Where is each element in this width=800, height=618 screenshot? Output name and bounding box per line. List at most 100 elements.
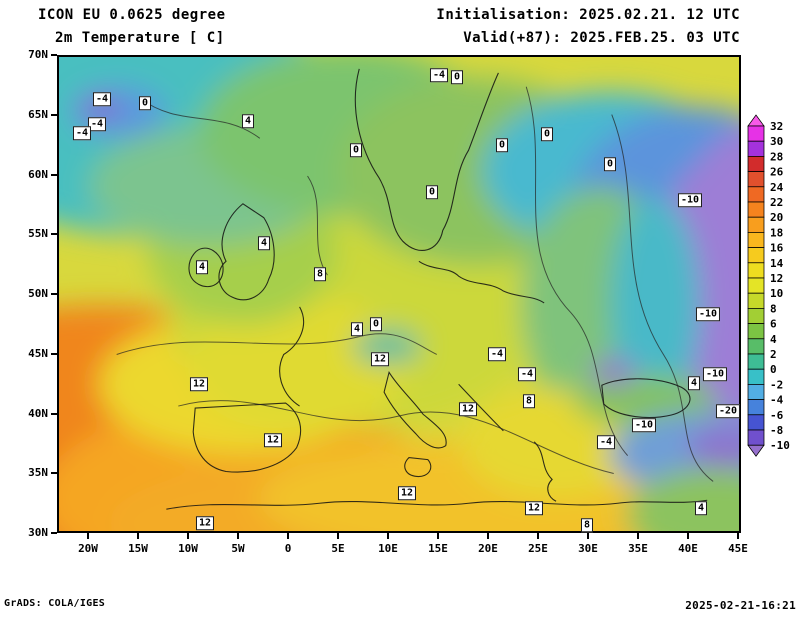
contour-label: 8: [580, 518, 594, 532]
contour-label: 4: [195, 260, 209, 274]
temperature-field-map: [59, 57, 739, 531]
contour-label: 8: [522, 394, 536, 408]
creation-timestamp: 2025-02-21-16:21: [685, 599, 796, 612]
x-tick: [87, 533, 89, 539]
y-tick: [51, 233, 57, 236]
y-tick-label: 65N: [28, 107, 48, 121]
y-tick-label: 40N: [28, 406, 48, 420]
y-tick: [51, 472, 57, 475]
x-tick-label: 35E: [628, 542, 648, 555]
contour-label: 4: [241, 114, 255, 128]
x-tick-label: 10W: [178, 542, 198, 555]
contour-label: 8: [313, 267, 327, 281]
svg-text:4: 4: [770, 333, 777, 346]
x-tick: [337, 533, 339, 539]
contour-label: -4: [517, 367, 537, 381]
svg-text:6: 6: [770, 318, 777, 331]
svg-text:14: 14: [770, 257, 784, 270]
x-tick-label: 15E: [428, 542, 448, 555]
x-tick-label: 20E: [478, 542, 498, 555]
contour-label: -4: [429, 68, 449, 82]
y-tick-label: 50N: [28, 287, 48, 300]
y-tick: [51, 54, 57, 56]
x-tick-label: 5W: [231, 542, 245, 555]
contour-label: -4: [487, 347, 507, 361]
svg-text:12: 12: [770, 272, 783, 285]
svg-text:16: 16: [770, 242, 784, 255]
y-tick-label: 30N: [28, 526, 48, 539]
grads-credit: GrADS: COLA/IGES: [4, 598, 106, 609]
contour-label: -10: [702, 367, 728, 381]
x-tick-label: 45E: [728, 542, 748, 555]
y-tick: [51, 412, 57, 415]
x-tick: [187, 533, 189, 539]
y-tick-label: 35N: [28, 466, 48, 480]
contour-label: -10: [677, 193, 703, 207]
svg-text:-8: -8: [770, 424, 783, 437]
x-tick-label: 40E: [678, 542, 698, 555]
contour-label: 12: [370, 352, 390, 366]
x-tick-label: 25E: [528, 542, 548, 555]
contour-label: 4: [687, 376, 701, 390]
x-tick-label: 0: [284, 542, 292, 555]
contour-label: 12: [397, 486, 417, 500]
x-tick-label: 10E: [378, 542, 398, 555]
x-tick: [687, 533, 689, 539]
x-tick: [387, 533, 389, 539]
contour-label: 0: [138, 96, 152, 110]
temperature-shading: [59, 57, 739, 531]
contour-label: 0: [450, 70, 464, 84]
coastlines-and-contours: [166, 68, 708, 510]
x-tick: [237, 533, 239, 539]
svg-text:30: 30: [770, 135, 783, 148]
svg-text:18: 18: [770, 226, 783, 239]
field-title: 2m Temperature [ C]: [55, 30, 225, 46]
y-tick-label: 55N: [28, 227, 48, 241]
x-tick-label: 30E: [578, 542, 598, 555]
x-tick: [437, 533, 439, 539]
contour-label: 0: [425, 185, 439, 199]
longitude-axis: 20W 15W 10W 5W 0 5E 10E 15E 20E 25E 30E 35E 40E 45E: [57, 533, 748, 561]
contour-label: 0: [369, 317, 383, 331]
svg-text:-10: -10: [770, 439, 790, 452]
y-tick: [51, 113, 57, 116]
svg-text:8: 8: [770, 302, 777, 315]
y-tick-label: 60N: [28, 167, 48, 181]
contour-label: -10: [695, 307, 721, 321]
svg-text:28: 28: [770, 150, 783, 163]
x-tick: [537, 533, 539, 539]
svg-text:-4: -4: [770, 394, 784, 407]
x-tick: [737, 533, 739, 539]
contour-label: 12: [458, 402, 478, 416]
contour-label: 12: [189, 377, 209, 391]
x-tick-label: 15W: [128, 542, 148, 555]
contour-label: 0: [495, 138, 509, 152]
svg-text:-6: -6: [770, 409, 784, 422]
svg-text:-2: -2: [770, 378, 783, 391]
contour-label: -4: [87, 117, 107, 131]
x-tick: [287, 533, 289, 539]
x-tick: [137, 533, 139, 539]
y-tick-label: 70N: [28, 48, 48, 61]
y-tick-label: 45N: [28, 346, 48, 360]
latitude-axis: 70N 65N 60N 55N 50N 45N 40N 35N 30N: [0, 48, 57, 539]
contour-label: 12: [263, 433, 283, 447]
svg-text:0: 0: [770, 363, 777, 376]
model-title: ICON EU 0.0625 degree: [38, 7, 226, 23]
x-tick: [637, 533, 639, 539]
temperature-colorbar: 32 30 28 26 24 22 20 18 16 14 12 10 8 6 4 2 0 -2 -4 -6 -8 -10: [746, 114, 800, 466]
contour-label: -10: [631, 418, 657, 432]
svg-text:2: 2: [770, 348, 777, 361]
contour-label: 4: [694, 501, 708, 515]
y-tick: [51, 173, 57, 176]
x-tick: [587, 533, 589, 539]
contour-label: -4: [72, 126, 92, 140]
contour-label: -4: [92, 92, 112, 106]
init-time: Initialisation: 2025.02.21. 12 UTC: [436, 7, 740, 23]
svg-text:22: 22: [770, 196, 783, 209]
contour-label: 12: [524, 501, 544, 515]
y-tick: [51, 352, 57, 355]
map-frame: -4 0 -4 -4 4 -4 0 0 0 0 0 -10 0 4 4 8 0 4 -4 12 12 -10 -4 8 12 -1…: [57, 55, 741, 533]
isotherm-lines: [116, 86, 714, 482]
